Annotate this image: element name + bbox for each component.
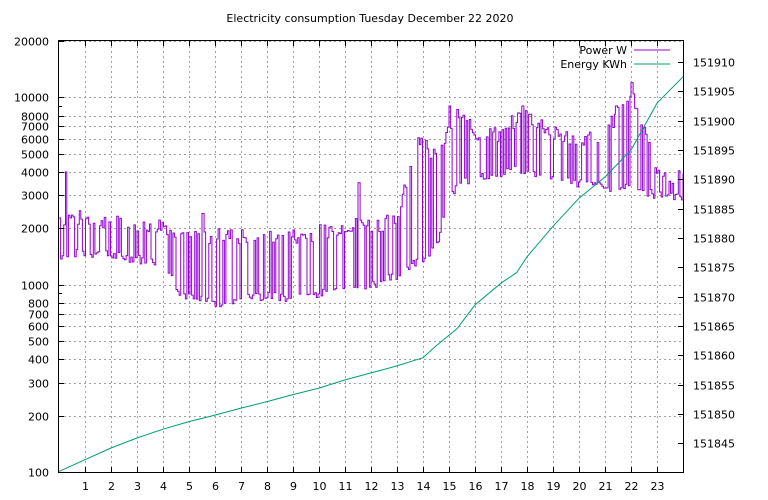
y-right-tick-label: 151860 xyxy=(693,350,735,363)
x-tick-label: 14 xyxy=(417,480,431,493)
x-tick-label: 22 xyxy=(625,480,639,493)
y-right-tick-label: 151910 xyxy=(693,57,735,70)
x-tick-label: 7 xyxy=(238,480,245,493)
x-tick-label: 19 xyxy=(547,480,561,493)
y-right-tick-label: 151895 xyxy=(693,145,735,158)
legend-label-energy: Energy KWh xyxy=(560,58,627,71)
y-right-tick-label: 151850 xyxy=(693,409,735,422)
y-left-tick-label: 5000 xyxy=(21,149,49,162)
x-tick-label: 15 xyxy=(443,480,457,493)
y-right-tick-label: 151870 xyxy=(693,292,735,305)
x-tick-label: 4 xyxy=(160,480,167,493)
y-left-tick-label: 4000 xyxy=(21,167,49,180)
x-tick-label: 8 xyxy=(264,480,271,493)
y-right-tick-label: 151890 xyxy=(693,174,735,187)
grid xyxy=(59,41,683,473)
y-right-tick-label: 151905 xyxy=(693,86,735,99)
y-left-tick-label: 800 xyxy=(28,298,49,311)
power-series-line xyxy=(59,82,684,308)
y-left-tick-label: 6000 xyxy=(21,134,49,147)
legend-label-power: Power W xyxy=(579,44,627,57)
x-tick-label: 5 xyxy=(186,480,193,493)
y-left-tick-label: 600 xyxy=(28,321,49,334)
y-left-tick-label: 200 xyxy=(28,411,49,424)
x-tick-label: 12 xyxy=(365,480,379,493)
x-tick-label: 11 xyxy=(339,480,353,493)
x-tick-label: 1 xyxy=(82,480,89,493)
x-tick-label: 21 xyxy=(599,480,613,493)
x-tick-label: 20 xyxy=(573,480,587,493)
x-tick-label: 6 xyxy=(212,480,219,493)
y-right-tick-label: 151865 xyxy=(693,321,735,334)
y-left-tick-label: 8000 xyxy=(21,111,49,124)
chart-title: Electricity consumption Tuesday December… xyxy=(226,12,513,25)
x-tick-label: 3 xyxy=(134,480,141,493)
y-left-tick-label: 100 xyxy=(28,467,49,480)
x-tick-label: 17 xyxy=(495,480,509,493)
x-tick-label: 10 xyxy=(313,480,327,493)
y-right-tick-label: 151900 xyxy=(693,116,735,129)
energy-series-line xyxy=(58,76,684,472)
y-left-tick-label: 1000 xyxy=(21,280,49,293)
x-tick-label: 18 xyxy=(521,480,535,493)
y-left-tick-label: 2000 xyxy=(21,223,49,236)
x-tick-label: 16 xyxy=(469,480,483,493)
y-left-tick-label: 10000 xyxy=(14,92,49,105)
y-left-tick-label: 7000 xyxy=(21,121,49,134)
x-tick-label: 2 xyxy=(108,480,115,493)
y-right-tick-label: 151885 xyxy=(693,204,735,217)
axes: 1 2 3 4 5 6 7 8 9 10 11 12 13 14 15 16 17 18 19 20 21 22 23100… xyxy=(14,36,735,494)
y-right-tick-label: 151845 xyxy=(693,438,735,451)
y-left-tick-label: 500 xyxy=(28,336,49,349)
y-left-tick-label: 700 xyxy=(28,309,49,322)
y-left-tick-label: 400 xyxy=(28,354,49,367)
x-tick-label: 9 xyxy=(290,480,297,493)
y-left-tick-label: 300 xyxy=(28,378,49,391)
y-right-tick-label: 151875 xyxy=(693,262,735,275)
x-tick-label: 13 xyxy=(391,480,405,493)
x-tick-label: 23 xyxy=(651,480,665,493)
legend: Power W Energy KWh xyxy=(560,44,670,71)
y-left-tick-label: 20000 xyxy=(14,36,49,49)
plot-frame xyxy=(58,40,684,473)
y-left-tick-label: 3000 xyxy=(21,190,49,203)
y-right-tick-label: 151855 xyxy=(693,380,735,393)
y-right-tick-label: 151880 xyxy=(693,233,735,246)
